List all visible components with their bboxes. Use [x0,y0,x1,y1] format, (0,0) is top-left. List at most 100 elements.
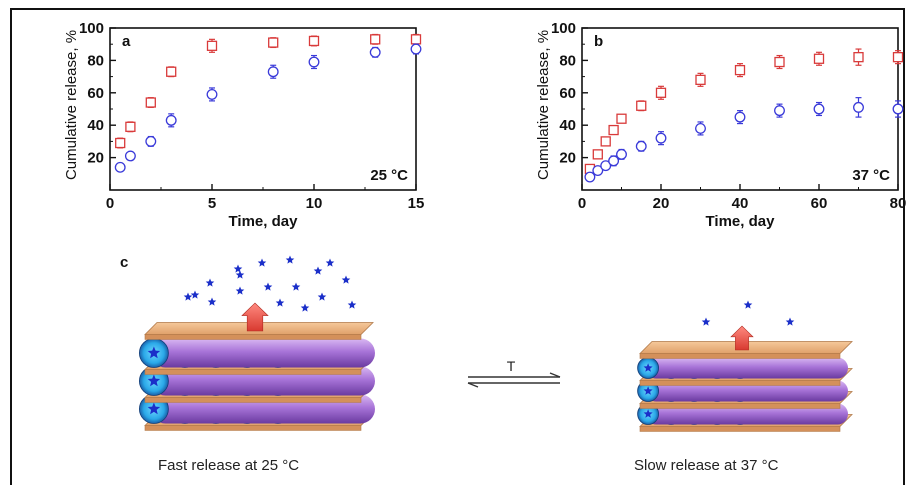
drug-star [263,282,273,291]
y-tick-label: 100 [79,20,104,37]
data-point [125,121,136,132]
data-point [370,34,381,45]
release-arrow [241,302,269,332]
release-diagram: c T [120,254,853,432]
data-point [616,148,627,160]
series-blue-circles [584,97,904,183]
x-tick-label: 20 [653,195,670,212]
data-point [655,132,667,144]
data-point [635,140,647,152]
data-point [592,149,603,160]
y-tick-label: 60 [559,85,576,102]
data-point [308,56,320,68]
y-tick-label: 80 [559,52,576,69]
drug-star [643,409,653,418]
data-point [206,88,218,100]
caption-fast-release: Fast release at 25 °C [158,457,300,474]
chart-panel-b: 0 20 40 60 80 20 40 60 80 100 Time, day Cumulative … [535,20,907,230]
data-point [892,103,904,115]
data-point [853,101,864,113]
drug-star [785,317,795,326]
y-axis-label: Cumulative release, % [535,30,552,180]
data-point [145,135,157,147]
x-axis-label: Time, day [706,213,776,230]
drug-star [300,303,310,312]
panel-label: a [122,33,131,50]
x-tick-label: 60 [811,195,828,212]
data-point [734,64,746,76]
drug-star [257,258,267,267]
data-point [636,100,647,111]
data-point [616,113,627,124]
data-point [592,165,604,177]
data-point [410,43,422,55]
y-tick-label: 20 [87,150,104,167]
data-point [774,56,785,68]
release-arrow [730,325,754,351]
y-tick-label: 100 [551,20,576,37]
data-point [734,111,746,123]
layer-plate-edge [639,426,841,432]
x-tick-label: 80 [890,195,907,212]
x-tick-label: 0 [106,195,114,212]
slow-release-stack [637,300,853,432]
data-point [695,74,706,85]
x-axis-label: Time, day [229,213,299,230]
data-point [608,155,620,167]
drug-star [205,278,215,287]
y-tick-label: 40 [559,117,576,134]
data-point [892,52,904,63]
drug-star [317,292,327,301]
drug-star [325,258,335,267]
plot-area [581,27,899,191]
data-point [268,37,279,48]
panel-label: b [594,33,603,50]
x-tick-label: 5 [208,195,216,212]
drug-star [183,292,193,301]
drug-star [275,298,285,307]
drug-star [743,300,753,309]
y-tick-label: 20 [559,150,576,167]
y-tick-label: 60 [87,85,104,102]
drug-star [347,300,357,309]
data-point [124,150,136,162]
data-point [267,66,279,78]
data-point [813,103,825,115]
layer-plate-edge [144,397,362,403]
data-point [584,171,596,183]
data-point [600,160,612,172]
data-point [774,105,785,117]
drug-star [147,402,161,415]
drug-star [190,290,200,299]
data-point [206,40,218,51]
drug-star [207,297,217,306]
data-point [114,161,126,173]
temperature-arrows: T [467,358,561,388]
data-point [145,97,156,108]
series-blue-circles [114,43,422,173]
drug-star [313,266,323,275]
data-point [813,53,825,64]
temperature-annotation: 37 °C [852,167,890,184]
layer-plate-edge [144,369,362,375]
data-point [853,52,864,63]
chart-panel-a: 0 5 10 15 20 40 60 80 100 Time, day Cumulative rel… [63,20,425,230]
drug-star [235,286,245,295]
drug-star [341,275,351,284]
y-tick-label: 80 [87,52,104,69]
drug-star [235,270,245,279]
data-point [695,122,706,134]
drug-star [291,282,301,291]
series-red-squares [584,48,904,175]
temperature-label: T [507,358,516,374]
temperature-annotation: 25 °C [370,167,408,184]
fast-release-stack [138,255,375,431]
layer-plate-edge [639,353,841,359]
panel-label-c: c [120,254,128,271]
data-point [369,46,381,58]
polymer-rod [646,357,756,379]
x-tick-label: 15 [408,195,425,212]
drug-star [147,374,161,387]
layer-plate-edge [639,380,841,386]
y-axis-label: Cumulative release, % [63,30,80,180]
